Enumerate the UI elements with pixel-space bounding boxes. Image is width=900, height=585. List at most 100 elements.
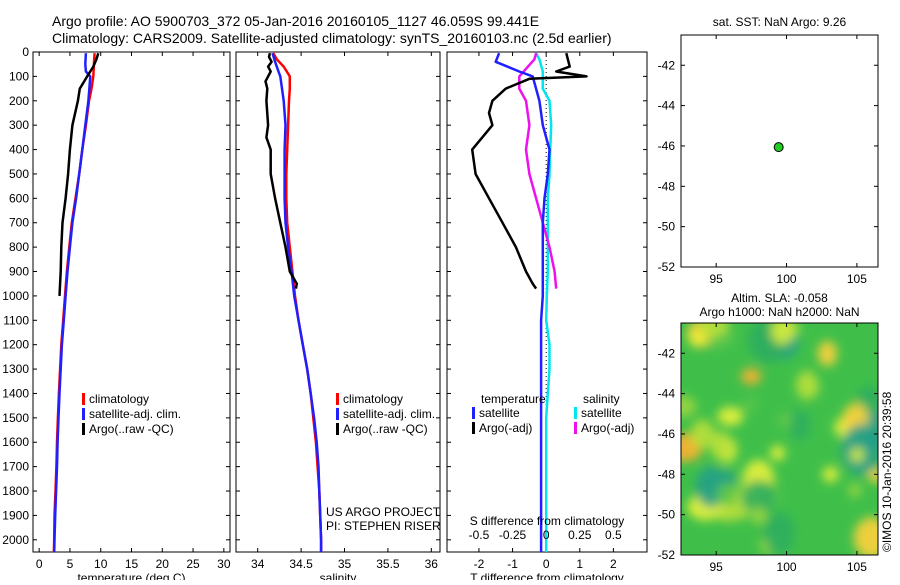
x-tick-label: 1 [576,557,583,571]
credit-label: ©IMOS 10-Jan-2016 20:39:58 [880,391,894,552]
y-tick-label: 400 [9,143,29,157]
legend-swatch [574,422,577,434]
legend-label: Argo(-adj) [581,421,634,435]
legend-label: climatology [343,392,403,406]
plot-title: Altim. SLA: -0.058 [731,291,828,305]
x-tick-label: 35.5 [376,557,400,571]
legend-swatch [472,407,475,419]
x-tick-label: 100 [777,560,797,574]
heatmap-blob [787,409,811,441]
series-line-sal_satellite [535,52,553,552]
heatmap-blob [698,323,729,338]
legend-swatch [472,422,475,434]
salinity-tick-label: -0.5 [469,528,490,542]
annotation-pi: PI: STEPHEN RISER [326,519,441,533]
y-tick-label: 1100 [3,313,29,327]
y-tick-label: 1700 [2,460,29,474]
legend-header-salinity: salinity [583,392,620,406]
heatmap-blob [763,511,795,555]
heatmap-blob [857,386,878,411]
series-line-sal_argo [518,52,558,289]
y-tick-label: 1800 [2,484,29,498]
x-tick-label: 10 [94,557,108,571]
heatmap-blob [795,370,818,400]
legend-label: satellite-adj. clim. [343,407,435,421]
series-line-satellite [52,53,92,553]
y-tick-label: 200 [9,94,29,108]
salinity-tick-label: 0.25 [568,528,592,542]
y-tick-label: 1600 [2,435,29,449]
heatmap-blob [710,431,731,460]
x-tick-label: 105 [847,560,867,574]
heatmap-blob [681,395,697,418]
legend-swatch [336,408,339,420]
heatmap-blob [716,483,738,507]
heatmap-blob [750,507,768,525]
x-tick-label: 36 [425,557,439,571]
temperature-panel: 0100200300400500600700800900100011001200… [2,45,231,585]
x-axis-label: T difference from climatology [470,571,624,580]
salinity-tick-label: -0.25 [499,528,527,542]
legend-label: Argo(-adj) [479,421,532,435]
y-tick-label: -50 [658,220,676,234]
annotation-project: US ARGO PROJECT [326,505,441,519]
salinity-tick-label: 0 [543,528,550,542]
heatmap-blob [769,445,786,461]
legend-swatch [82,393,85,405]
series-line-satellite [271,52,323,552]
legend-label: satellite [581,406,622,420]
y-tick-label: -52 [658,260,676,274]
header-line1: Argo profile: AO 5900703_372 05-Jan-2016… [52,13,539,29]
header-line2: Climatology: CARS2009. Satellite-adjuste… [52,30,612,46]
y-tick-label: 1300 [2,362,29,376]
y-tick-label: -50 [658,508,676,522]
y-tick-label: 600 [9,191,29,205]
plot-frame [32,51,231,553]
legend-swatch [574,407,577,419]
x-tick-label: 20 [156,557,170,571]
salinity-tick-label: 0.5 [605,528,622,542]
y-tick-label: -44 [658,99,676,113]
x-tick-label: 34.5 [289,557,313,571]
x-tick-label: 35 [338,557,352,571]
legend-label: Argo(..raw -QC) [343,422,428,436]
legend-label: climatology [89,392,149,406]
legend-label: satellite-adj. clim. [89,407,181,421]
y-tick-label: 100 [9,69,29,83]
y-tick-label: -46 [658,427,676,441]
x-tick-label: -1 [507,557,518,571]
heatmap-blob [690,419,715,449]
y-tick-label: -44 [658,387,676,401]
y-tick-label: -42 [658,346,676,360]
plot-title: sat. SST: NaN Argo: 9.26 [713,15,847,29]
legend-swatch [336,423,339,435]
heatmap-blob [741,480,776,515]
series-line-argo [264,52,299,289]
salinity-panel: 34 34.5 35 35.5 36 salinity climatologysatelli… [235,51,441,585]
y-tick-label: 300 [9,118,29,132]
x-tick-label: 25 [186,557,200,571]
plot-frame [235,51,441,553]
x-tick-label: 95 [709,560,723,574]
x-axis-label: temperature (deg C) [77,571,185,580]
heatmap-blob [867,469,878,483]
heatmap-blob [688,332,706,346]
x-tick-label: 100 [777,272,797,286]
y-tick-label: 700 [9,216,29,230]
heatmap-blob [770,323,794,345]
heatmap-field [681,323,878,555]
y-tick-label: 0 [22,45,29,59]
x-tick-label: 15 [125,557,139,571]
series-line-argo [470,52,588,290]
salinity-axis-title: S difference from climatology [470,514,625,528]
x-tick-label: 5 [67,557,74,571]
x-tick-label: -2 [474,557,485,571]
position-panel: sat. SST: NaN Argo: 9.26 -42 -44 -46 -48 -50 -… [658,15,879,286]
x-axis-label: salinity [320,571,357,580]
argo-position-marker [773,142,784,153]
heatmap-blob [717,509,735,523]
y-tick-label: 1900 [2,508,29,522]
heatmap-blob [740,368,762,385]
